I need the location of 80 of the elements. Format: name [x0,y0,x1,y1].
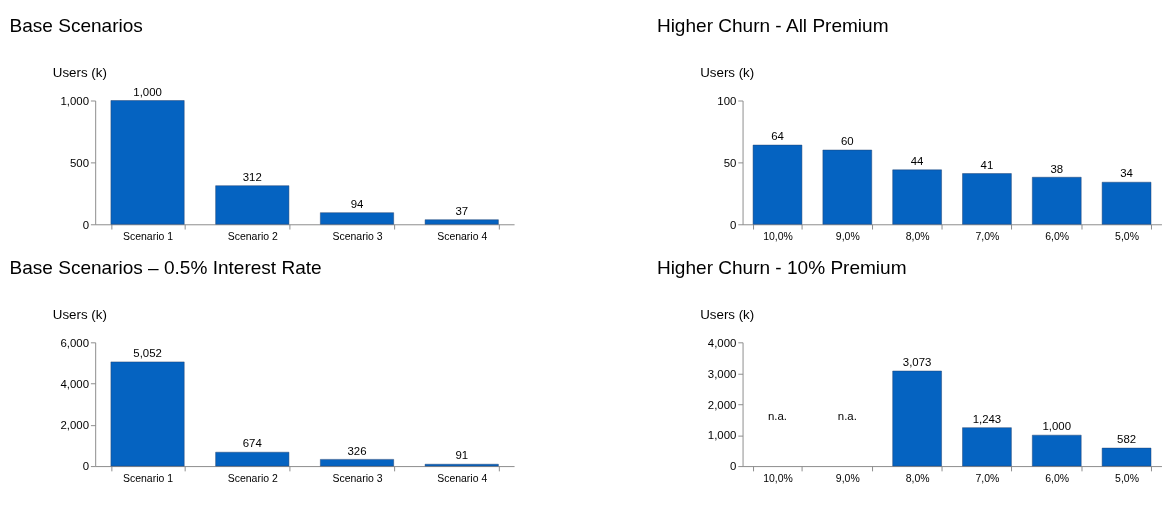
y-tick-label: 1,000 [60,94,90,107]
data-label: 326 [347,444,367,457]
x-tick-label: 5,0% [1115,231,1139,242]
bar [822,149,872,225]
bar [110,361,185,467]
x-tick-label: 6,0% [1045,231,1070,242]
y-tick-label: 2,000 [707,398,737,411]
x-tick-label: Scenario 2 [227,472,278,484]
data-label: 94 [350,197,365,210]
x-tick-label: Scenario 4 [437,472,488,484]
text: n.a. [837,410,857,423]
x-tick-label: 10,0% [763,231,793,242]
bar [320,459,394,467]
y-tick-label: 2,000 [60,419,90,432]
x-tick-label: 5,0% [1115,472,1139,484]
x-tick-label: 6,0% [1045,472,1070,484]
x-tick-label: 7,0% [975,472,1000,484]
chart-title: Base Scenarios – 0.5% Interest Rate [9,256,322,278]
data-label: 312 [242,170,262,183]
y-tick-label: 6,000 [60,336,90,349]
bar [1032,177,1082,225]
x-tick-label: Scenario 2 [227,231,278,242]
x-tick-label: 8,0% [905,231,930,242]
data-label: 1,000 [1042,420,1072,433]
y-axis-title: Users (k) [700,307,755,323]
chart-title: Higher Churn - All Premium [656,14,889,36]
x-tick-label: 9,0% [835,472,860,484]
data-label: 1,243 [972,412,1002,425]
x-tick-label: 9,0% [835,231,860,242]
data-label: 64 [771,130,785,143]
text: n.a. [767,410,788,423]
x-tick-label: Scenario 4 [437,231,488,242]
data-label: 5,052 [133,347,162,360]
data-label: 1,000 [133,85,162,98]
data-label: 44 [910,155,925,168]
x-tick-label: Scenario 1 [123,472,174,484]
x-tick-label: 8,0% [905,472,930,484]
y-tick-label: 50 [723,156,737,169]
y-axis-title: Users (k) [700,65,755,81]
y-tick-label: 500 [69,156,90,169]
x-tick-label: 10,0% [763,472,793,484]
bar [892,169,942,225]
x-tick-label: Scenario 3 [332,472,383,484]
bar [1101,447,1152,467]
y-axis-title: Users (k) [52,307,107,323]
data-label: 3,073 [902,356,932,369]
bar [1101,181,1152,225]
bar [1032,434,1082,467]
data-label: 34 [1120,167,1134,180]
y-tick-label: 0 [82,218,90,231]
data-label: 41 [980,158,994,171]
y-tick-label: 0 [82,460,90,473]
y-tick-label: 0 [730,218,737,231]
chart-title: Higher Churn - 10% Premium [656,256,907,278]
bar [752,144,803,225]
bar [110,100,185,225]
bar [215,451,290,467]
bar [215,185,290,225]
y-tick-label: 3,000 [707,367,737,380]
data-label: 582 [1117,433,1137,446]
x-tick-label: Scenario 1 [123,231,174,242]
bar [320,212,394,225]
data-label: 38 [1050,162,1064,175]
bar [892,370,942,467]
bar [962,427,1012,467]
y-tick-label: 4,000 [60,377,90,390]
bar [424,219,499,225]
y-tick-label: 4,000 [707,336,737,349]
chart-title: Base Scenarios [9,14,143,36]
data-label: 60 [840,135,854,148]
data-label: 91 [455,449,469,462]
bar [962,173,1012,225]
y-axis-title: Users (k) [52,65,107,81]
y-tick-label: 1,000 [707,429,737,442]
x-tick-label: 7,0% [975,231,1000,242]
x-tick-label: Scenario 3 [332,231,383,242]
data-label: 37 [455,204,469,217]
y-tick-label: 0 [730,460,737,473]
data-label: 674 [242,437,263,450]
y-tick-label: 100 [717,94,737,107]
